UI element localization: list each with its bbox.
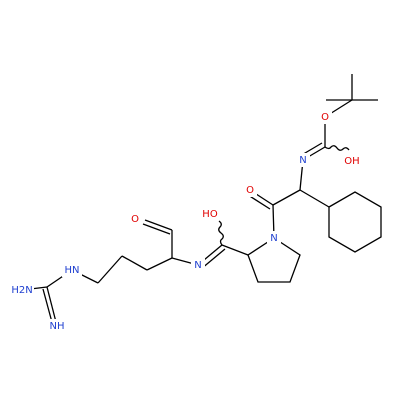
atom-label: OH: [344, 156, 359, 167]
atom-label: O: [131, 214, 139, 225]
atom-label: H2N: [11, 285, 32, 296]
atom-label: HO: [202, 209, 218, 220]
atom-label: O: [246, 185, 254, 196]
atom-labels: O N OH O HO O N N HN H2N NH: [8, 110, 361, 333]
atom-label: O: [321, 112, 329, 123]
atom-label: N: [299, 155, 306, 166]
atom-label: HN: [65, 265, 80, 276]
atom-label: NH: [50, 321, 65, 332]
atom-label: N: [194, 260, 201, 271]
atom-label: N: [270, 233, 277, 244]
